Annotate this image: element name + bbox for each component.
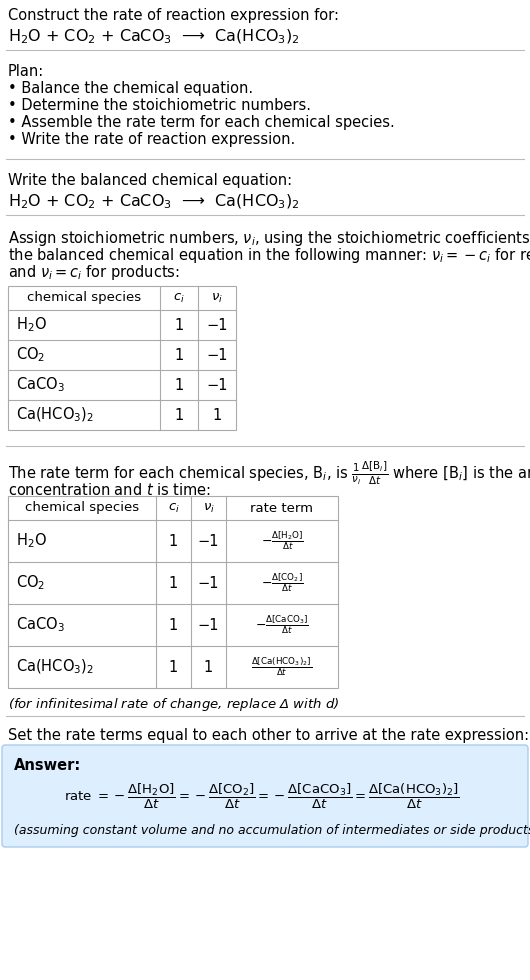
Text: −1: −1: [198, 575, 219, 591]
Text: Answer:: Answer:: [14, 758, 81, 773]
Text: 1: 1: [169, 617, 178, 632]
Text: H$_2$O + CO$_2$ + CaCO$_3$  ⟶  Ca(HCO$_3$)$_2$: H$_2$O + CO$_2$ + CaCO$_3$ ⟶ Ca(HCO$_3$)…: [8, 28, 300, 46]
Text: Ca(HCO$_3$)$_2$: Ca(HCO$_3$)$_2$: [16, 406, 94, 424]
Text: chemical species: chemical species: [25, 502, 139, 514]
Text: (for infinitesimal rate of change, replace Δ with $d$): (for infinitesimal rate of change, repla…: [8, 696, 340, 713]
Text: 1: 1: [213, 408, 222, 422]
Text: 1: 1: [174, 377, 183, 393]
Text: $-\frac{\Delta[\mathrm{H_2O}]}{\Delta t}$: $-\frac{\Delta[\mathrm{H_2O}]}{\Delta t}…: [261, 529, 304, 553]
Text: $-\frac{\Delta[\mathrm{CO_2}]}{\Delta t}$: $-\frac{\Delta[\mathrm{CO_2}]}{\Delta t}…: [261, 571, 303, 594]
Text: • Balance the chemical equation.: • Balance the chemical equation.: [8, 81, 253, 96]
Text: −1: −1: [206, 318, 228, 332]
Text: 1: 1: [169, 660, 178, 674]
Text: • Write the rate of reaction expression.: • Write the rate of reaction expression.: [8, 132, 295, 147]
Text: $c_i$: $c_i$: [173, 291, 185, 305]
Text: −1: −1: [198, 533, 219, 549]
Text: $\frac{\Delta[\mathrm{Ca(HCO_3)_2}]}{\Delta t}$: $\frac{\Delta[\mathrm{Ca(HCO_3)_2}]}{\De…: [251, 656, 313, 678]
Text: (assuming constant volume and no accumulation of intermediates or side products): (assuming constant volume and no accumul…: [14, 824, 530, 837]
Text: −1: −1: [206, 377, 228, 393]
Text: and $\nu_i = c_i$ for products:: and $\nu_i = c_i$ for products:: [8, 263, 180, 282]
Text: 1: 1: [174, 318, 183, 332]
Text: The rate term for each chemical species, B$_i$, is $\frac{1}{\nu_i}\frac{\Delta[: The rate term for each chemical species,…: [8, 460, 530, 487]
Text: Construct the rate of reaction expression for:: Construct the rate of reaction expressio…: [8, 8, 339, 23]
Text: −1: −1: [206, 348, 228, 363]
Text: rate $= -\dfrac{\Delta[\mathrm{H_2O}]}{\Delta t} = -\dfrac{\Delta[\mathrm{CO_2}]: rate $= -\dfrac{\Delta[\mathrm{H_2O}]}{\…: [64, 781, 460, 810]
Text: −1: −1: [198, 617, 219, 632]
Text: 1: 1: [204, 660, 213, 674]
Text: Set the rate terms equal to each other to arrive at the rate expression:: Set the rate terms equal to each other t…: [8, 728, 529, 743]
Text: $\nu_i$: $\nu_i$: [202, 502, 215, 514]
Text: CO$_2$: CO$_2$: [16, 573, 45, 592]
Text: $c_i$: $c_i$: [167, 502, 180, 514]
Text: CaCO$_3$: CaCO$_3$: [16, 615, 65, 634]
Text: H$_2$O: H$_2$O: [16, 316, 47, 334]
Text: CO$_2$: CO$_2$: [16, 346, 45, 365]
Text: concentration and $t$ is time:: concentration and $t$ is time:: [8, 482, 211, 498]
Text: 1: 1: [169, 575, 178, 591]
Text: 1: 1: [174, 348, 183, 363]
Text: 1: 1: [169, 533, 178, 549]
Text: the balanced chemical equation in the following manner: $\nu_i = -c_i$ for react: the balanced chemical equation in the fo…: [8, 246, 530, 265]
Text: 1: 1: [174, 408, 183, 422]
Text: • Assemble the rate term for each chemical species.: • Assemble the rate term for each chemic…: [8, 115, 395, 130]
FancyBboxPatch shape: [2, 745, 528, 847]
Bar: [8, 286, 236, 430]
Text: Write the balanced chemical equation:: Write the balanced chemical equation:: [8, 173, 292, 188]
Text: chemical species: chemical species: [27, 291, 141, 305]
Bar: [8, 496, 338, 688]
Text: Ca(HCO$_3$)$_2$: Ca(HCO$_3$)$_2$: [16, 658, 94, 676]
Text: H$_2$O: H$_2$O: [16, 531, 47, 551]
Text: $\nu_i$: $\nu_i$: [211, 291, 223, 305]
Text: $-\frac{\Delta[\mathrm{CaCO_3}]}{\Delta t}$: $-\frac{\Delta[\mathrm{CaCO_3}]}{\Delta …: [255, 613, 309, 636]
Text: • Determine the stoichiometric numbers.: • Determine the stoichiometric numbers.: [8, 98, 311, 113]
Text: H$_2$O + CO$_2$ + CaCO$_3$  ⟶  Ca(HCO$_3$)$_2$: H$_2$O + CO$_2$ + CaCO$_3$ ⟶ Ca(HCO$_3$)…: [8, 193, 300, 212]
Text: Assign stoichiometric numbers, $\nu_i$, using the stoichiometric coefficients, $: Assign stoichiometric numbers, $\nu_i$, …: [8, 229, 530, 248]
Text: CaCO$_3$: CaCO$_3$: [16, 375, 65, 394]
Text: rate term: rate term: [251, 502, 314, 514]
Text: Plan:: Plan:: [8, 64, 44, 79]
